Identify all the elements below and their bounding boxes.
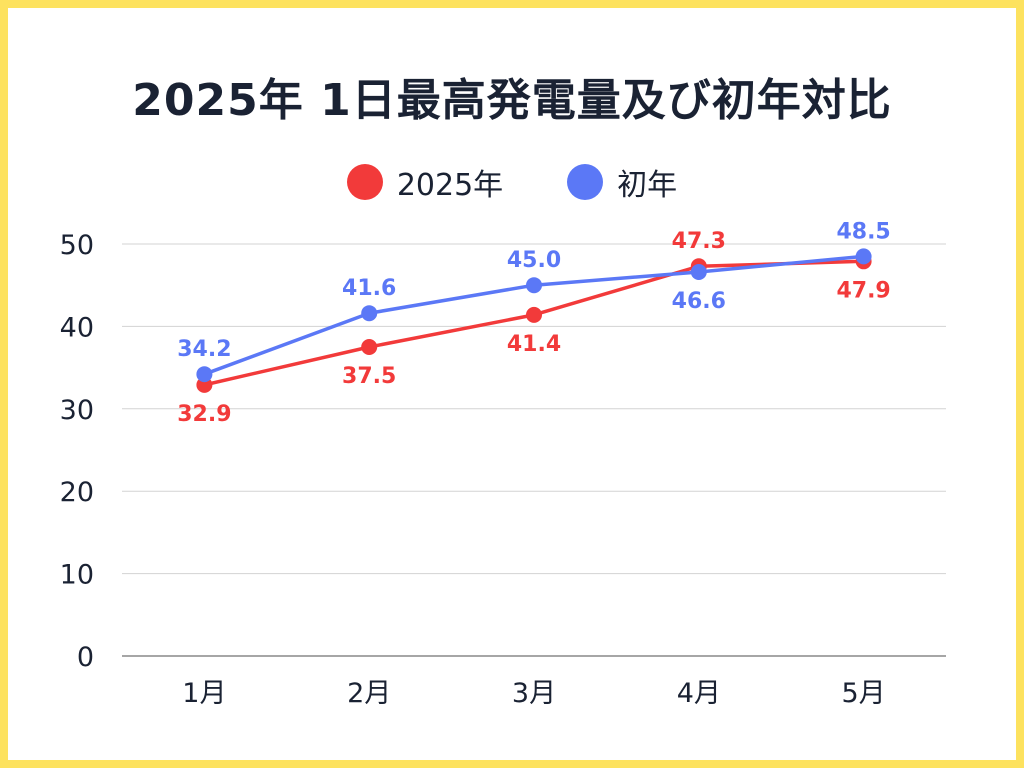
legend-item-first-year: 初年 — [567, 160, 677, 204]
data-label: 48.5 — [836, 219, 890, 244]
y-tick-label: 40 — [60, 312, 94, 343]
series-1-point — [690, 264, 707, 281]
legend-label-first-year: 初年 — [617, 168, 678, 203]
x-tick-label: 1月 — [182, 678, 226, 709]
x-tick-label: 2月 — [347, 678, 391, 709]
y-tick-label: 20 — [60, 477, 94, 508]
legend-item-2025: 2025年 — [346, 160, 504, 204]
legend-label-2025: 2025年 — [396, 168, 504, 203]
data-label: 45.0 — [507, 248, 561, 273]
series-1-point — [526, 277, 542, 294]
chart-legend: 2025年 初年 — [0, 160, 1024, 204]
legend-marker-2025 — [346, 164, 383, 200]
x-tick-label: 4月 — [677, 678, 721, 709]
data-label: 41.4 — [507, 332, 561, 357]
series-1-point — [196, 366, 213, 383]
series-1-point — [361, 305, 378, 322]
data-label: 47.9 — [836, 278, 890, 303]
y-tick-label: 0 — [77, 642, 94, 673]
data-label: 34.2 — [177, 337, 231, 362]
series-0-point — [361, 339, 378, 355]
x-tick-label: 3月 — [512, 678, 556, 709]
legend-marker-first-year — [567, 164, 604, 200]
y-tick-label: 30 — [60, 395, 94, 426]
chart-title: 2025年 1日最高発電量及び初年対比 — [132, 75, 892, 126]
data-label: 37.5 — [342, 364, 396, 389]
data-label: 47.3 — [672, 229, 726, 254]
data-label: 32.9 — [177, 402, 231, 427]
x-tick-label: 5月 — [842, 678, 886, 709]
data-label: 46.6 — [672, 289, 726, 314]
data-label: 41.6 — [342, 276, 396, 301]
y-tick-label: 50 — [60, 230, 94, 261]
y-tick-label: 10 — [60, 560, 94, 591]
series-1-point — [855, 248, 872, 265]
series-0-point — [526, 306, 542, 323]
